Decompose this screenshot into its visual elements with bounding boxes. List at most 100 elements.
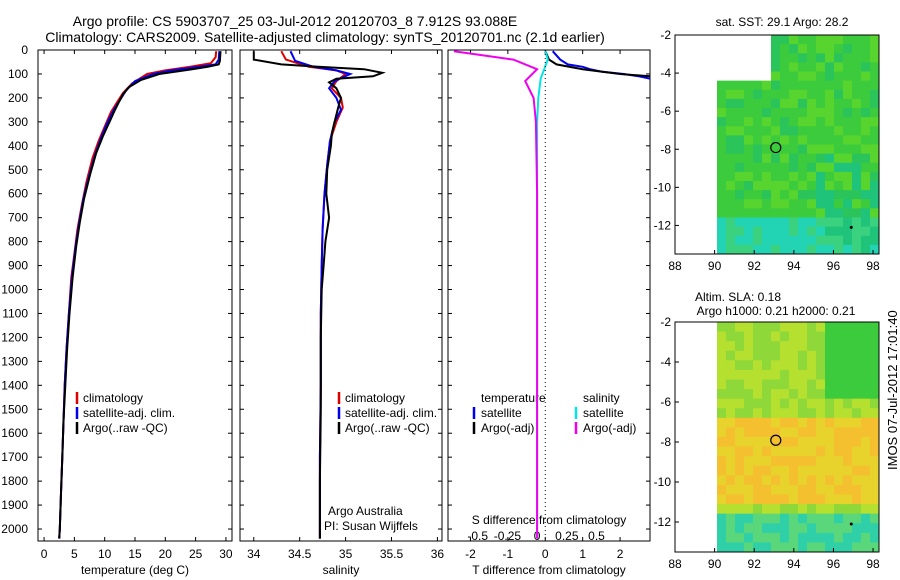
sst-map-cell [771, 35, 781, 45]
sla-map-cell [771, 456, 781, 467]
sla-map-cell [870, 322, 879, 333]
sst-map-cell [771, 162, 781, 173]
sst-map-cell [744, 98, 754, 109]
sst-map-cell [861, 98, 871, 109]
sst-map-cell [717, 244, 727, 254]
sla-map-cell [834, 417, 844, 428]
sst-map-cell [771, 235, 781, 246]
sst-map-cell [744, 244, 754, 254]
sst-map-cell [789, 199, 799, 209]
sla-map-cell [807, 379, 817, 390]
sla-map-cell [726, 331, 736, 342]
sst-map-cell [843, 190, 853, 200]
sst-map-cell [744, 199, 754, 209]
sla-map-cell [762, 360, 772, 371]
sst-map-cell [825, 126, 835, 136]
sla-map-cell [780, 398, 790, 409]
sla-map-cell [870, 542, 879, 552]
ytick-label: 400 [8, 139, 28, 153]
sla-map-cell [726, 437, 736, 448]
sst-map-cell [807, 208, 817, 218]
legend-label-argo: Argo(..raw -QC) [345, 421, 430, 435]
sst-map-cell [735, 171, 745, 182]
sst-map-cell [834, 153, 844, 164]
sla-map-cell [735, 456, 745, 467]
sla-map-cell [753, 494, 763, 505]
sla-map-cell [825, 379, 835, 390]
sla-map-cell [753, 369, 763, 380]
sst-map-cell [762, 71, 772, 82]
sst-map-cell [735, 80, 745, 91]
sst-map-cell [834, 226, 844, 237]
sst-map-cell [735, 108, 745, 118]
temperature-line-satellite-adj-clim- [58, 51, 221, 539]
sla-map-cell [762, 484, 772, 495]
sst-map-cell [735, 44, 745, 54]
sla-map-cell [789, 542, 799, 552]
sla-map-cell [852, 360, 862, 371]
sla-map-cell [771, 341, 781, 352]
sla-map-cell [789, 484, 799, 495]
sla-map-cell [834, 350, 844, 361]
sla-map-cell [852, 456, 862, 467]
sla-map-cell [780, 331, 790, 342]
sla-map-ytick-label: -12 [654, 515, 672, 529]
difference-plot-frame [447, 49, 651, 542]
legend-label-climatology: climatology [83, 391, 143, 405]
sst-map-cell [798, 35, 808, 45]
sla-map-cell [825, 437, 835, 448]
sla-map-cell [798, 427, 808, 438]
sla-map-cell [717, 494, 727, 505]
sst-map-cell [744, 108, 754, 118]
sst-map-cell [834, 71, 844, 82]
sla-map-cell [798, 322, 808, 333]
sla-map-cell [798, 437, 808, 448]
legend-label-argo: Argo(..raw -QC) [83, 421, 168, 435]
sla-map-cell [771, 504, 781, 515]
sst-map-cell [807, 126, 817, 136]
sst-map-cell [744, 235, 754, 246]
sla-map-cell [798, 331, 808, 342]
sst-map-cell [717, 153, 727, 164]
sla-map-cell [726, 369, 736, 380]
sst-map-cell [852, 117, 862, 127]
sst-map-cell [753, 162, 763, 173]
sst-map-cell [744, 217, 754, 228]
sla-map-cell [789, 417, 799, 428]
xtick-label: 36 [431, 547, 445, 561]
sla-map-cell [771, 523, 781, 534]
difference-legend: temperature satellite Argo(-adj) salinit… [472, 391, 636, 435]
sst-map-cell [834, 162, 844, 173]
sla-map-cell [870, 350, 879, 361]
sst-map-cell [825, 244, 835, 254]
sla-map-cell [726, 532, 736, 543]
sla-map-cell [798, 408, 808, 419]
sst-map-cell [852, 71, 862, 82]
sla-map-cell [780, 369, 790, 380]
sla-map-cell [753, 398, 763, 409]
sla-map-cell [852, 523, 862, 534]
sla-map-cell [852, 532, 862, 543]
temperature-series-group [58, 51, 222, 539]
sst-map-cell [843, 171, 853, 182]
sla-map-cell [834, 369, 844, 380]
sst-map-cell [717, 199, 727, 209]
sst-map-cell [852, 162, 862, 173]
sst-map-cell [834, 35, 844, 45]
sla-map-cell [717, 465, 727, 476]
sla-map-cell [852, 427, 862, 438]
sst-map-field [717, 35, 879, 254]
legend-label-climatology: climatology [345, 391, 405, 405]
sla-map-cell [798, 417, 808, 428]
sla-map-cell [852, 475, 862, 486]
sla-map-cell [852, 494, 862, 505]
sla-map-cell [744, 494, 754, 505]
sst-map-cell [762, 135, 772, 145]
sla-map-xtick-label: 94 [787, 557, 801, 571]
sst-map-cell [726, 144, 736, 155]
sst-map-cell [843, 126, 853, 136]
sst-map-cell [816, 199, 826, 209]
sla-map-cell [753, 417, 763, 428]
sla-map-cell [771, 494, 781, 505]
sla-map-cell [816, 331, 826, 342]
